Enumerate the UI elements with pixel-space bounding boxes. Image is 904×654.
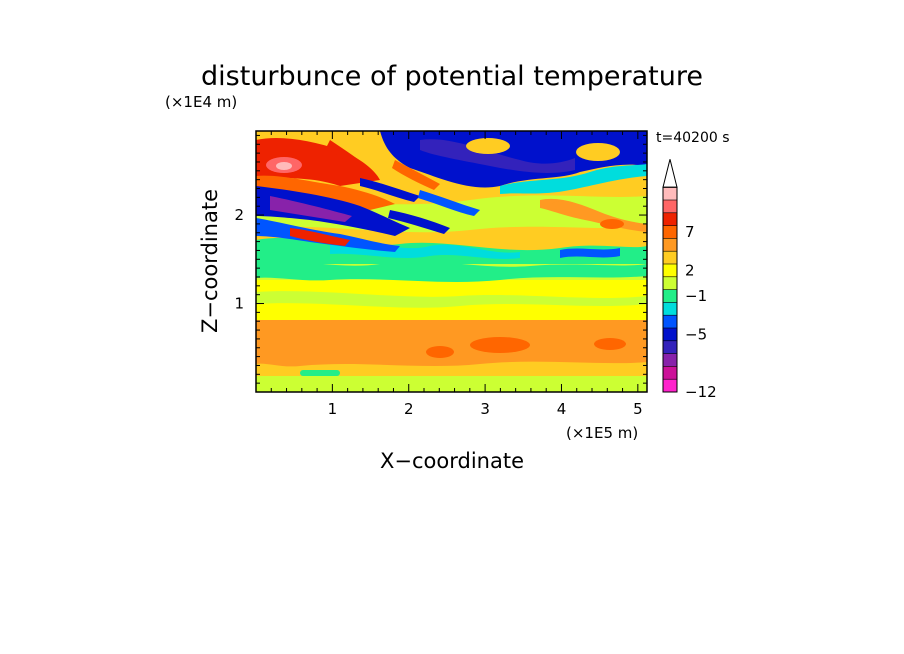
y-axis: 12	[234, 134, 647, 384]
colorbar-band	[663, 289, 677, 303]
field-blob-green-low	[300, 370, 340, 376]
y-axis-unit: (×1E4 m)	[165, 93, 237, 111]
field-top-cyan	[500, 164, 647, 194]
field-blob-red-2	[426, 346, 454, 358]
colorbar-label: −12	[685, 383, 717, 401]
field-left-purple	[270, 196, 352, 222]
colorbar-band	[663, 340, 677, 354]
contour-field	[256, 131, 647, 392]
field-left-red	[256, 138, 380, 186]
colorbar-label: 2	[685, 261, 695, 279]
colorbar-band	[663, 302, 677, 316]
colorbar-band	[663, 251, 677, 264]
colorbar-band	[663, 328, 677, 341]
field-streak-red-1	[326, 140, 372, 176]
field-band-green	[256, 261, 647, 282]
field-blob-red-1	[470, 337, 530, 353]
colorbar-label: 7	[685, 223, 695, 241]
x-tick-label: 3	[480, 400, 490, 418]
colorbar-band	[663, 187, 677, 200]
field-blob-red-right	[600, 219, 624, 229]
field-streak-blue-3	[418, 190, 480, 216]
x-tick-label: 1	[328, 400, 338, 418]
field-blob-red-3	[594, 338, 626, 350]
field-top-yellow-1	[576, 143, 620, 161]
colorbar-band	[663, 366, 677, 380]
x-tick-label: 4	[557, 400, 567, 418]
field-band-yellow-green	[256, 291, 647, 308]
field-blob-orange-right	[550, 201, 578, 213]
field-top-yellow-2	[466, 138, 510, 154]
colorbar: 7 2 −1 −5 −12	[662, 159, 717, 401]
colorbar-band	[663, 315, 677, 328]
x-axis-label: X−coordinate	[380, 449, 524, 473]
plot-frame	[255, 130, 648, 393]
field-right-blue-wave	[560, 248, 620, 258]
colorbar-band	[663, 212, 677, 226]
y-tick-label: 2	[234, 206, 244, 224]
field-left-orange	[256, 175, 395, 210]
colorbar-band	[663, 225, 677, 239]
field-streak-blue-1	[360, 178, 420, 202]
colorbar-band	[663, 238, 677, 252]
colorbar-band	[663, 264, 677, 277]
colorbar-label: −5	[685, 325, 707, 343]
field-streak-red-2	[392, 160, 440, 190]
field-top-navy	[420, 139, 575, 173]
field-band-orange	[256, 316, 647, 367]
colorbar-extend-triangle	[662, 159, 678, 188]
time-label: t=40200 s	[656, 130, 730, 146]
x-tick-label: 2	[404, 400, 414, 418]
x-tick-label: 5	[633, 400, 643, 418]
x-axis-unit: (×1E5 m)	[566, 424, 638, 442]
field-streak-blue-2	[388, 210, 450, 234]
colorbar-band	[663, 276, 677, 290]
x-axis: 1 2 3 4 5	[270, 131, 643, 418]
colorbar-band	[663, 200, 677, 213]
field-left-lightpink	[276, 162, 292, 170]
y-axis-label: Z−coordinate	[198, 189, 222, 333]
colorbar-label: −1	[685, 287, 707, 305]
field-band-surface	[256, 375, 647, 392]
colorbar-band	[663, 353, 677, 367]
y-tick-label: 1	[234, 295, 244, 313]
field-left-red-2	[290, 228, 350, 246]
chart-title: disturbunce of potential temperature	[201, 61, 703, 92]
colorbar-band	[663, 379, 677, 392]
field-left-blue-2	[256, 218, 400, 252]
